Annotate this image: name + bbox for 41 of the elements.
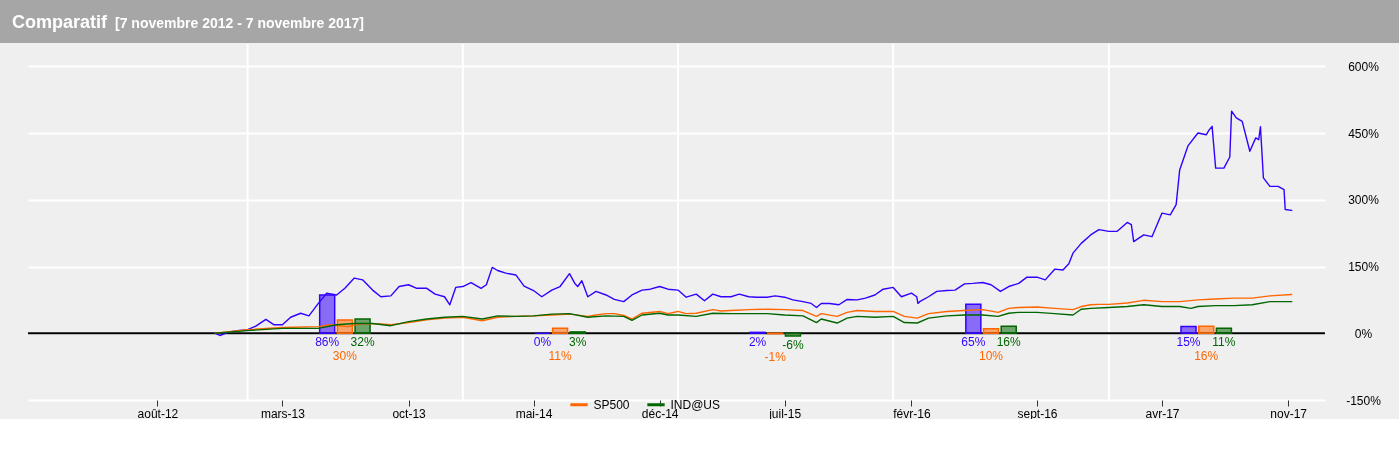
y-tick-label: 300% [1348,193,1380,208]
x-tick-label: avr-17 [1145,406,1180,421]
bar [1180,325,1197,334]
y-tick-label: 450% [1348,126,1380,141]
data-label: 2% [748,335,767,350]
bar [784,332,802,337]
bar [982,328,1000,334]
chart-title: Comparatif [12,12,109,32]
data-label: -6% [782,337,804,352]
data-label: 65% [961,335,986,350]
line-series [214,110,1293,337]
line-series [214,300,1293,334]
data-label: 30% [332,349,358,364]
legend-label: SP500 [593,397,630,412]
bar [551,327,569,334]
bar [1197,325,1215,334]
y-tick-label: 0% [1354,326,1373,341]
x-tick-label: oct-13 [392,406,427,421]
data-label: 11% [548,349,572,364]
x-tick-label: nov-17 [1270,406,1308,421]
y-tick-label: 150% [1348,260,1380,274]
data-label: 16% [996,335,1022,350]
bar [1215,327,1233,334]
x-tick-label: mars-13 [260,406,306,421]
x-tick-label: févr-16 [893,406,931,421]
data-label: 11% [1212,335,1236,350]
bar [1000,325,1017,334]
y-tick-label: 600% [1348,59,1380,74]
data-label: 86% [315,335,340,350]
data-label: -1% [764,349,787,364]
data-label: 32% [350,335,375,350]
data-label: 10% [979,349,1004,364]
x-tick-label: août-12 [137,406,179,421]
data-label: 15% [1176,335,1201,350]
chart-subtitle: [7 novembre 2012 - 7 novembre 2017] [115,15,365,31]
x-tick-label: mai-14 [515,406,553,421]
data-label: 0% [533,335,552,350]
y-tick-label: -150% [1346,393,1382,408]
data-label: 3% [569,335,587,350]
bar [354,318,371,334]
data-label: 16% [1194,349,1219,364]
